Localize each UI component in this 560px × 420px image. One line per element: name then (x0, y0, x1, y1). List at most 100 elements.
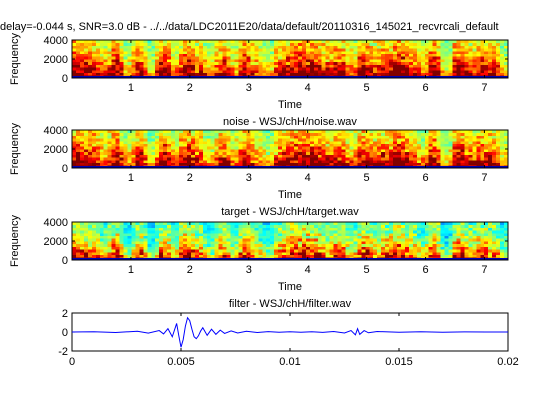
spectrogram-cell (103, 246, 109, 250)
spectrogram-cell (186, 132, 192, 136)
spectrogram-cell (274, 149, 279, 153)
spectrogram-cell (424, 238, 430, 242)
spectrogram-cell (349, 157, 354, 161)
spectrogram-cell (75, 224, 81, 228)
spectrogram-cell (365, 224, 370, 228)
spectrogram-cell (103, 130, 109, 134)
spectrogram-cell (127, 42, 132, 46)
spectrogram-cell (210, 241, 216, 245)
spectrogram-cell (238, 140, 243, 144)
spectrogram-cell (72, 227, 77, 231)
spectrogram-cell (83, 154, 89, 158)
spectrogram-cell (309, 143, 315, 147)
spectrogram-cell (75, 140, 81, 144)
spectrogram-cell (436, 132, 442, 136)
spectrogram-cell (226, 64, 231, 68)
spectrogram-cell (357, 146, 362, 150)
spectrogram-cell (329, 241, 334, 245)
spectrogram-cell (448, 246, 453, 250)
spectrogram-cell (337, 243, 342, 247)
spectrogram-cell (504, 69, 509, 73)
spectrogram-cell (496, 140, 501, 144)
spectrogram-cell (313, 53, 319, 57)
spectrogram-cell (385, 246, 390, 250)
spectrogram-cell (416, 159, 422, 163)
spectrogram-cell (341, 135, 346, 139)
spectrogram-cell (381, 135, 386, 139)
spectrogram-cells (72, 130, 509, 169)
spectrogram-cell (472, 230, 477, 234)
spectrogram-cell (309, 130, 315, 134)
spectrogram-cell (460, 130, 465, 134)
spectrogram-cell (448, 157, 453, 161)
spectrogram-cell (123, 238, 128, 242)
spectrogram-cell (139, 48, 144, 52)
spectrogram-cell (377, 48, 382, 52)
spectrogram-cell (179, 50, 184, 54)
spectrogram-cell (274, 232, 279, 236)
spectrogram-cell (147, 251, 152, 255)
spectrogram-cell (325, 232, 331, 236)
spectrogram-cell (99, 69, 105, 73)
spectrogram-cell (349, 232, 354, 236)
spectrogram-cell (107, 132, 113, 136)
spectrogram-cell (83, 42, 89, 46)
spectrogram-cell (400, 132, 406, 136)
spectrogram-cell (222, 132, 227, 136)
spectrogram-cell (377, 243, 382, 247)
spectrogram-cell (476, 53, 481, 57)
spectrogram-cell (496, 149, 501, 153)
spectrogram-cell (377, 72, 382, 76)
spectrogram-cell (79, 59, 85, 63)
spectrogram-cell (135, 243, 140, 247)
spectrogram-cell (286, 61, 291, 65)
spectrogram-cell (127, 50, 132, 54)
spectrogram-cell (139, 249, 144, 253)
spectrogram-cell (151, 69, 156, 73)
spectrogram-cell (135, 157, 140, 161)
spectrogram-cell (397, 230, 402, 234)
spectrogram-cell (222, 61, 227, 65)
spectrogram-cell (440, 56, 445, 60)
spectrogram-cell (286, 241, 291, 245)
spectrogram-cell (115, 72, 120, 76)
spectrogram-cell (186, 149, 192, 153)
spectrogram-cell (424, 138, 430, 142)
spectrogram-cell (337, 132, 342, 136)
spectrogram-cell (262, 42, 267, 46)
spectrogram-cell (111, 138, 116, 142)
spectrogram-cell (119, 235, 124, 239)
spectrogram-cell (175, 146, 180, 150)
spectrogram-cell (436, 69, 442, 73)
spectrogram-cell (254, 138, 259, 142)
spectrogram-cell (115, 42, 120, 46)
spectrogram-cell (230, 227, 235, 231)
spectrogram-cell (190, 48, 196, 52)
spectrogram-cell (464, 143, 469, 147)
spectrogram-cell (397, 251, 402, 255)
spectrogram-cell (95, 135, 101, 139)
spectrogram-cell (333, 243, 338, 247)
spectrogram-cell (79, 53, 85, 57)
spectrogram-cell (282, 132, 287, 136)
spectrogram-cell (131, 130, 136, 134)
spectrogram-cell (500, 230, 505, 234)
spectrogram-cell (472, 243, 477, 247)
spectrogram-cell (448, 42, 453, 46)
spectrogram-cell (349, 72, 354, 76)
spectrogram-cell (123, 249, 128, 253)
spectrogram-cell (301, 72, 307, 76)
spectrogram-cell (420, 230, 426, 234)
spectrogram-cell (456, 162, 461, 166)
spectrogram-cell (301, 59, 307, 63)
spectrogram-cell (182, 241, 188, 245)
spectrogram-cell (365, 53, 370, 57)
spectrogram-cell (107, 222, 113, 226)
spectrogram-cell (218, 61, 224, 65)
spectrogram-cell (214, 241, 220, 245)
spectrogram-cell (127, 69, 132, 73)
spectrogram-cell (464, 130, 469, 134)
spectrogram-cell (214, 222, 220, 226)
spectrogram-cell (135, 224, 140, 228)
spectrogram-cell (238, 254, 243, 258)
